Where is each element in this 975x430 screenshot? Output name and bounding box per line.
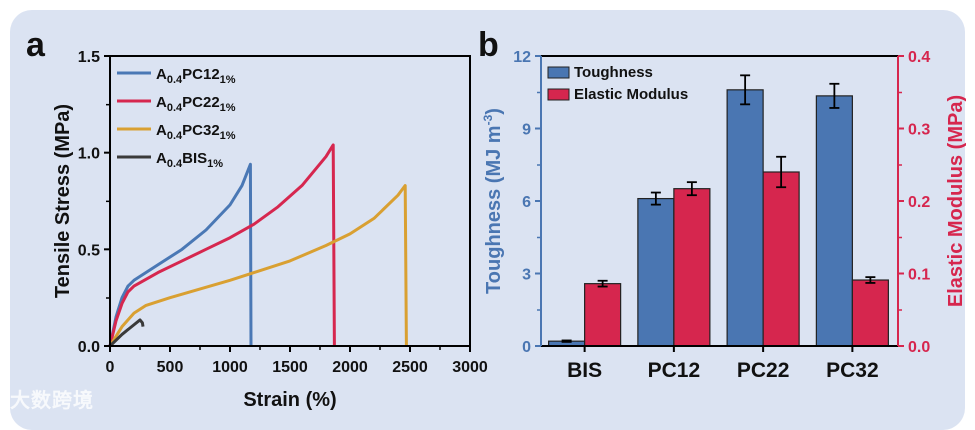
- bar-elastic-modulus-pc12: [673, 188, 711, 347]
- left-y-tick-label: 0: [522, 339, 531, 356]
- superscript: -3: [481, 114, 495, 125]
- legend-subscript: 1%: [220, 102, 236, 114]
- figure-background: [10, 10, 965, 430]
- left-y-tick-label: 12: [513, 49, 531, 66]
- legend-subscript: 1%: [207, 158, 223, 170]
- x-tick-label: 0: [106, 359, 115, 376]
- x-tick-label: 1000: [212, 359, 248, 376]
- left-y-tick-label: 3: [522, 267, 531, 284]
- category-label: PC32: [826, 359, 879, 382]
- legend-text: A: [156, 122, 167, 139]
- legend-text: A: [156, 150, 167, 167]
- right-y-tick-label: 0.1: [908, 267, 930, 284]
- right-y-axis-title: Elastic Modulus (MPa): [945, 95, 967, 307]
- legend-text: PC32: [182, 122, 220, 139]
- bar-elastic-modulus-pc22: [762, 171, 800, 347]
- paren: ): [483, 108, 505, 115]
- y-tick-label: 1.5: [78, 49, 100, 66]
- legend-label: A0.4PC121%: [156, 66, 236, 86]
- category-label: BIS: [567, 359, 602, 382]
- legend-subscript: 1%: [220, 130, 236, 142]
- legend-text: PC22: [182, 94, 220, 111]
- right-y-tick-label: 0.2: [908, 194, 930, 211]
- legend-text: BIS: [182, 150, 207, 167]
- x-tick-label: 2500: [392, 359, 428, 376]
- right-y-tick-label: 0.0: [908, 339, 930, 356]
- legend-subscript: 0.4: [167, 130, 183, 142]
- legend-text: A: [156, 94, 167, 111]
- legend-label: Toughness: [574, 64, 653, 81]
- curve-pc12: [108, 162, 253, 347]
- panel-label-b: b: [478, 26, 499, 64]
- x-tick-label: 1500: [272, 359, 308, 376]
- right-y-tick-label: 0.3: [908, 122, 930, 139]
- bar-toughness-pc32: [815, 95, 853, 347]
- y-tick-label: 0.5: [78, 242, 100, 259]
- bar-toughness-pc12: [637, 197, 675, 347]
- x-tick-label: 500: [157, 359, 184, 376]
- x-tick-label: 2000: [332, 359, 368, 376]
- watermark: 大数跨境: [10, 390, 94, 412]
- legend-label: A0.4PC321%: [156, 122, 236, 142]
- right-y-tick-label: 0.4: [908, 49, 930, 66]
- legend-subscript: 0.4: [167, 102, 183, 114]
- y-axis-title: Tensile Stress (MPa): [52, 104, 74, 298]
- panel-label-a: a: [26, 26, 46, 64]
- legend-swatch: [547, 88, 570, 101]
- y-tick-label: 0.0: [78, 339, 100, 356]
- legend-swatch: [547, 66, 570, 79]
- left-y-tick-label: 9: [522, 122, 531, 139]
- y-tick-label: 1.0: [78, 146, 100, 163]
- legend-subscript: 1%: [220, 74, 236, 86]
- curve-pc22: [108, 143, 336, 347]
- bar-toughness-pc22: [726, 89, 764, 347]
- legend-text: A: [156, 66, 167, 83]
- legend-text: PC12: [182, 66, 220, 83]
- x-axis-title: Strain (%): [243, 389, 336, 411]
- left-y-axis-title: Toughness (MJ m-3): [481, 108, 505, 294]
- legend-subscript: 0.4: [167, 158, 183, 170]
- category-label: PC22: [737, 359, 790, 382]
- curve-pc32: [108, 184, 408, 347]
- left-y-tick-label: 6: [522, 194, 531, 211]
- bar-elastic-modulus-pc32: [851, 279, 889, 347]
- category-label: PC12: [648, 359, 701, 382]
- curve-bis: [108, 318, 145, 348]
- bar-elastic-modulus-bis: [584, 283, 622, 347]
- legend-label: A0.4PC221%: [156, 94, 236, 114]
- x-tick-label: 3000: [452, 359, 488, 376]
- legend-label: Elastic Modulus: [574, 86, 688, 103]
- figure: a 0 500 1000 1500 2000 2500 3000 0.0 0.5 1.0 1.5 Str…: [26, 26, 967, 411]
- legend-label: A0.4BIS1%: [156, 150, 223, 170]
- legend-subscript: 0.4: [167, 74, 183, 86]
